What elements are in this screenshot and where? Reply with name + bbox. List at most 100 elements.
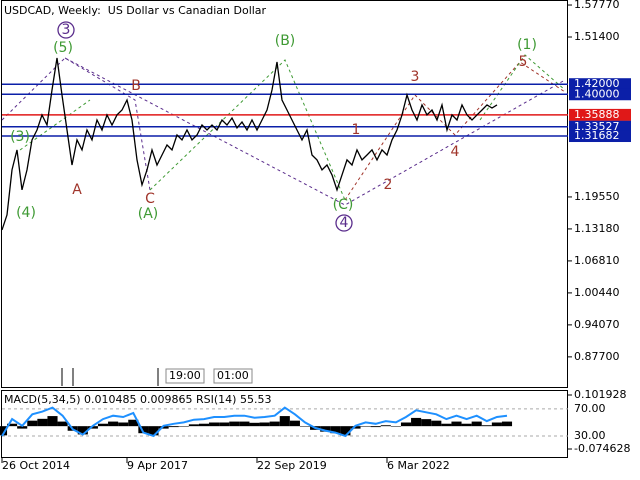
wave-label: A [72, 182, 82, 198]
macd-bar [77, 426, 88, 435]
sub-frame [1, 390, 568, 458]
wave-label: (5) [53, 40, 73, 56]
macd-bar [0, 426, 8, 436]
macd-bar [219, 422, 230, 427]
wave-label: (1) [517, 37, 537, 53]
level-label-box [569, 120, 631, 133]
macd-bar [461, 423, 472, 427]
macd-bar [421, 419, 432, 427]
time-marker-box [165, 368, 205, 384]
wave-dash [479, 54, 566, 121]
wave-label: (B) [275, 33, 296, 49]
macd-bar [57, 421, 68, 427]
macd-bar [198, 423, 210, 427]
wave-label: (A) [138, 206, 159, 222]
macd-bar [411, 417, 422, 427]
wave-circle [57, 21, 75, 39]
macd-bar [158, 426, 169, 429]
wave-label: (3) [10, 129, 30, 145]
rsi-tick-label: 30.00 [574, 429, 606, 442]
macd-bar [259, 422, 270, 427]
macd-bar [350, 426, 361, 429]
time-marker: 19:00 [169, 369, 201, 382]
macd-bar [400, 422, 412, 427]
level-label: 1.31682 [574, 129, 620, 142]
macd-bar [501, 421, 513, 427]
macd-bar [27, 420, 38, 427]
macd-bar [380, 425, 391, 427]
wave-label: 3 [62, 22, 71, 38]
macd-bar [370, 426, 381, 428]
rsi-line [1, 406, 508, 438]
y-tick-label: 0.87700 [574, 350, 620, 363]
macd-bar [451, 421, 462, 427]
y-tick-label: 1.19550 [574, 190, 620, 203]
wave-label: (4) [16, 205, 36, 221]
level-label: 1.42000 [574, 77, 620, 90]
level-label: 1.33527 [574, 120, 620, 133]
macd-tick-label: -0.074628 [574, 442, 630, 455]
x-tick-label: 9 Apr 2017 [127, 459, 188, 472]
wave-dash [344, 61, 566, 201]
wave-label: 4 [340, 215, 349, 231]
wave-label: C [145, 191, 155, 207]
wave-dash [1, 57, 151, 191]
level-label: 1.35888 [574, 108, 620, 121]
rsi-tick-label: 70.00 [574, 402, 606, 415]
macd-bar [7, 423, 18, 427]
price-line [1, 57, 498, 231]
level-label: 1.40000 [574, 87, 620, 100]
macd-bar [37, 418, 48, 427]
level-label-box [569, 88, 631, 101]
wave-label: (C) [333, 197, 354, 213]
y-tick-label: 0.94070 [574, 318, 620, 331]
x-tick-label: 22 Sep 2019 [257, 459, 327, 472]
macd-bar [87, 426, 98, 429]
y-tick-label: 1.06810 [574, 254, 620, 267]
macd-bar [340, 426, 351, 436]
macd-bar [481, 425, 492, 427]
time-marker-box [213, 368, 253, 384]
macd-bar [239, 421, 250, 427]
wave-label: 3 [411, 69, 420, 85]
wave-label: 2 [384, 177, 393, 193]
time-marker: 01:00 [217, 369, 249, 382]
macd-bar [269, 421, 280, 427]
macd-bar [118, 422, 129, 427]
level-label-box [569, 130, 631, 143]
macd-bar [178, 426, 189, 427]
macd-bar [97, 423, 109, 427]
wave-label: 4 [451, 144, 460, 160]
macd-bar [229, 421, 240, 427]
macd-bar [390, 426, 401, 427]
x-tick-label: 6 Mar 2022 [387, 459, 450, 472]
macd-bar [108, 421, 119, 427]
y-tick-label: 1.00440 [574, 286, 620, 299]
main-frame [1, 0, 568, 388]
macd-tick-label: 0.101928 [574, 388, 627, 401]
period-separators [61, 368, 159, 386]
macd-bar [209, 422, 220, 427]
y-tick-label: 1.51400 [574, 30, 620, 43]
wave-label: 1 [352, 122, 361, 138]
x-tick-label: 26 Oct 2014 [2, 459, 70, 472]
macd-bar [471, 421, 482, 427]
macd-bar [17, 426, 28, 429]
macd-bar [441, 423, 452, 427]
macd-bar [279, 416, 290, 427]
macd-bar [330, 426, 341, 434]
macd-bar [249, 422, 260, 427]
macd-bar [299, 426, 311, 427]
macd-bar [128, 419, 139, 427]
macd-bar [491, 422, 502, 427]
chart-title: USDCAD, Weekly: US Dollar vs Canadian Do… [4, 4, 267, 17]
macd-bar [148, 426, 159, 436]
wave-dash [149, 59, 346, 201]
macd-bar [47, 416, 58, 427]
macd-bar [138, 426, 149, 434]
wave-circle [335, 214, 353, 232]
indicator-label: MACD(5,34,5) 0.010485 0.009865 RSI(14) 5… [4, 393, 271, 406]
macd-bar [360, 426, 371, 427]
